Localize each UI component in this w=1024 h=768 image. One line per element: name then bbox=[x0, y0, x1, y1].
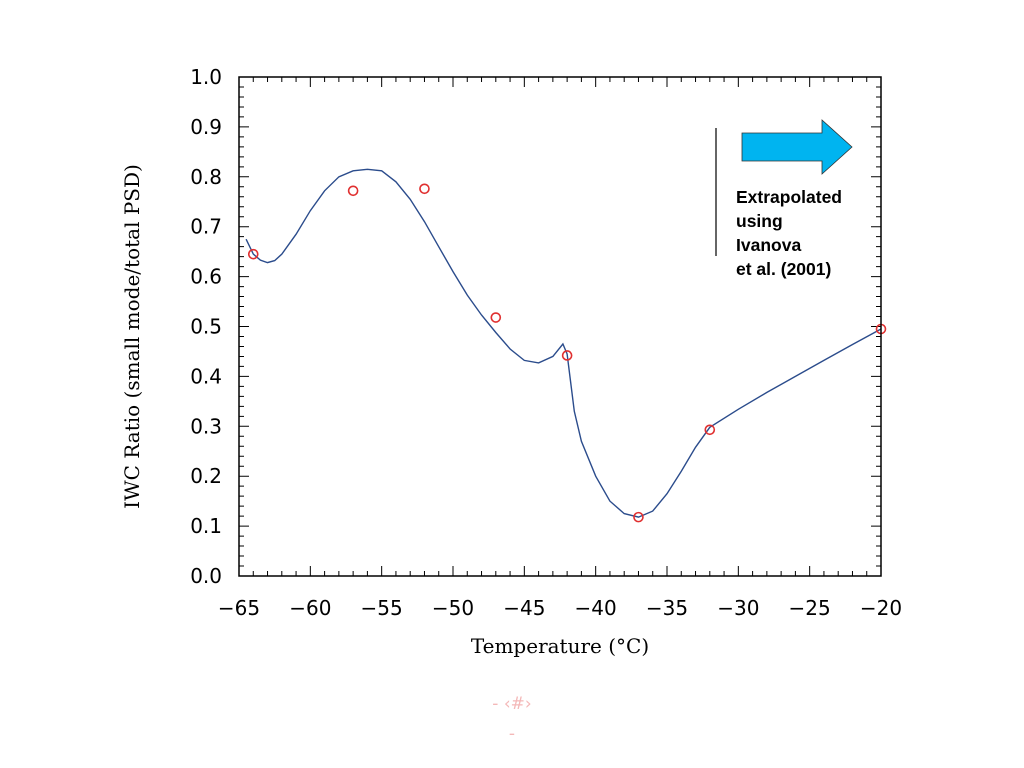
y-tick-label: 0.7 bbox=[190, 215, 222, 239]
annotation-line: using bbox=[736, 211, 783, 231]
y-axis-label: IWC Ratio (small mode/total PSD) bbox=[120, 164, 144, 509]
y-tick-labels: 0.0 0.1 0.2 0.3 0.4 0.5 0.6 0.7 0.8 0.9 1.0 bbox=[190, 65, 222, 588]
data-points bbox=[247, 183, 887, 523]
y-tick-label: 0.5 bbox=[190, 315, 222, 339]
data-point bbox=[561, 350, 573, 361]
data-point bbox=[704, 424, 716, 436]
annotation-line: et al. (2001) bbox=[736, 259, 832, 279]
y-tick-label: 0.1 bbox=[190, 514, 222, 538]
x-tick-label: −45 bbox=[503, 596, 545, 620]
x-tick-label: −60 bbox=[289, 596, 331, 620]
x-axis-label: Temperature (°C) bbox=[471, 634, 649, 658]
y-tick-label: 0.4 bbox=[190, 364, 222, 388]
x-tick-label: −20 bbox=[860, 596, 902, 620]
y-tick-label: 0.6 bbox=[190, 265, 222, 289]
x-tick-label: −40 bbox=[575, 596, 617, 620]
fitted-curve bbox=[245, 168, 882, 518]
x-tick-label: −65 bbox=[218, 596, 260, 620]
data-point bbox=[633, 511, 644, 523]
x-tick-label: −35 bbox=[646, 596, 688, 620]
data-point bbox=[347, 185, 359, 197]
annotation-line: Ivanova bbox=[736, 235, 802, 255]
page-number-placeholder: - ‹#› bbox=[492, 694, 532, 714]
y-tick-label: 0.9 bbox=[190, 115, 222, 139]
data-point bbox=[419, 183, 430, 195]
x-tick-label: −30 bbox=[717, 596, 759, 620]
data-point bbox=[247, 248, 259, 260]
right-arrow-icon bbox=[741, 119, 853, 175]
x-tick-label: −25 bbox=[789, 596, 831, 620]
extrapolation-annotation: Extrapolated using Ivanova et al. (2001) bbox=[736, 185, 842, 281]
data-point bbox=[490, 312, 502, 323]
x-tick-label: −50 bbox=[432, 596, 474, 620]
y-tick-label: 0.3 bbox=[190, 414, 222, 438]
y-tick-label: 0.8 bbox=[190, 165, 222, 189]
x-tick-labels: −65 −60 −55 −50 −45 −40 −35 −30 −25 −20 bbox=[218, 596, 902, 620]
footer-dash: - bbox=[508, 724, 516, 744]
y-tick-label: 1.0 bbox=[190, 65, 222, 89]
plot-frame bbox=[238, 76, 882, 577]
y-tick-label: 0.2 bbox=[190, 464, 222, 488]
annotation-line: Extrapolated bbox=[736, 187, 842, 207]
x-tick-label: −55 bbox=[361, 596, 403, 620]
y-tick-label: 0.0 bbox=[190, 564, 222, 588]
